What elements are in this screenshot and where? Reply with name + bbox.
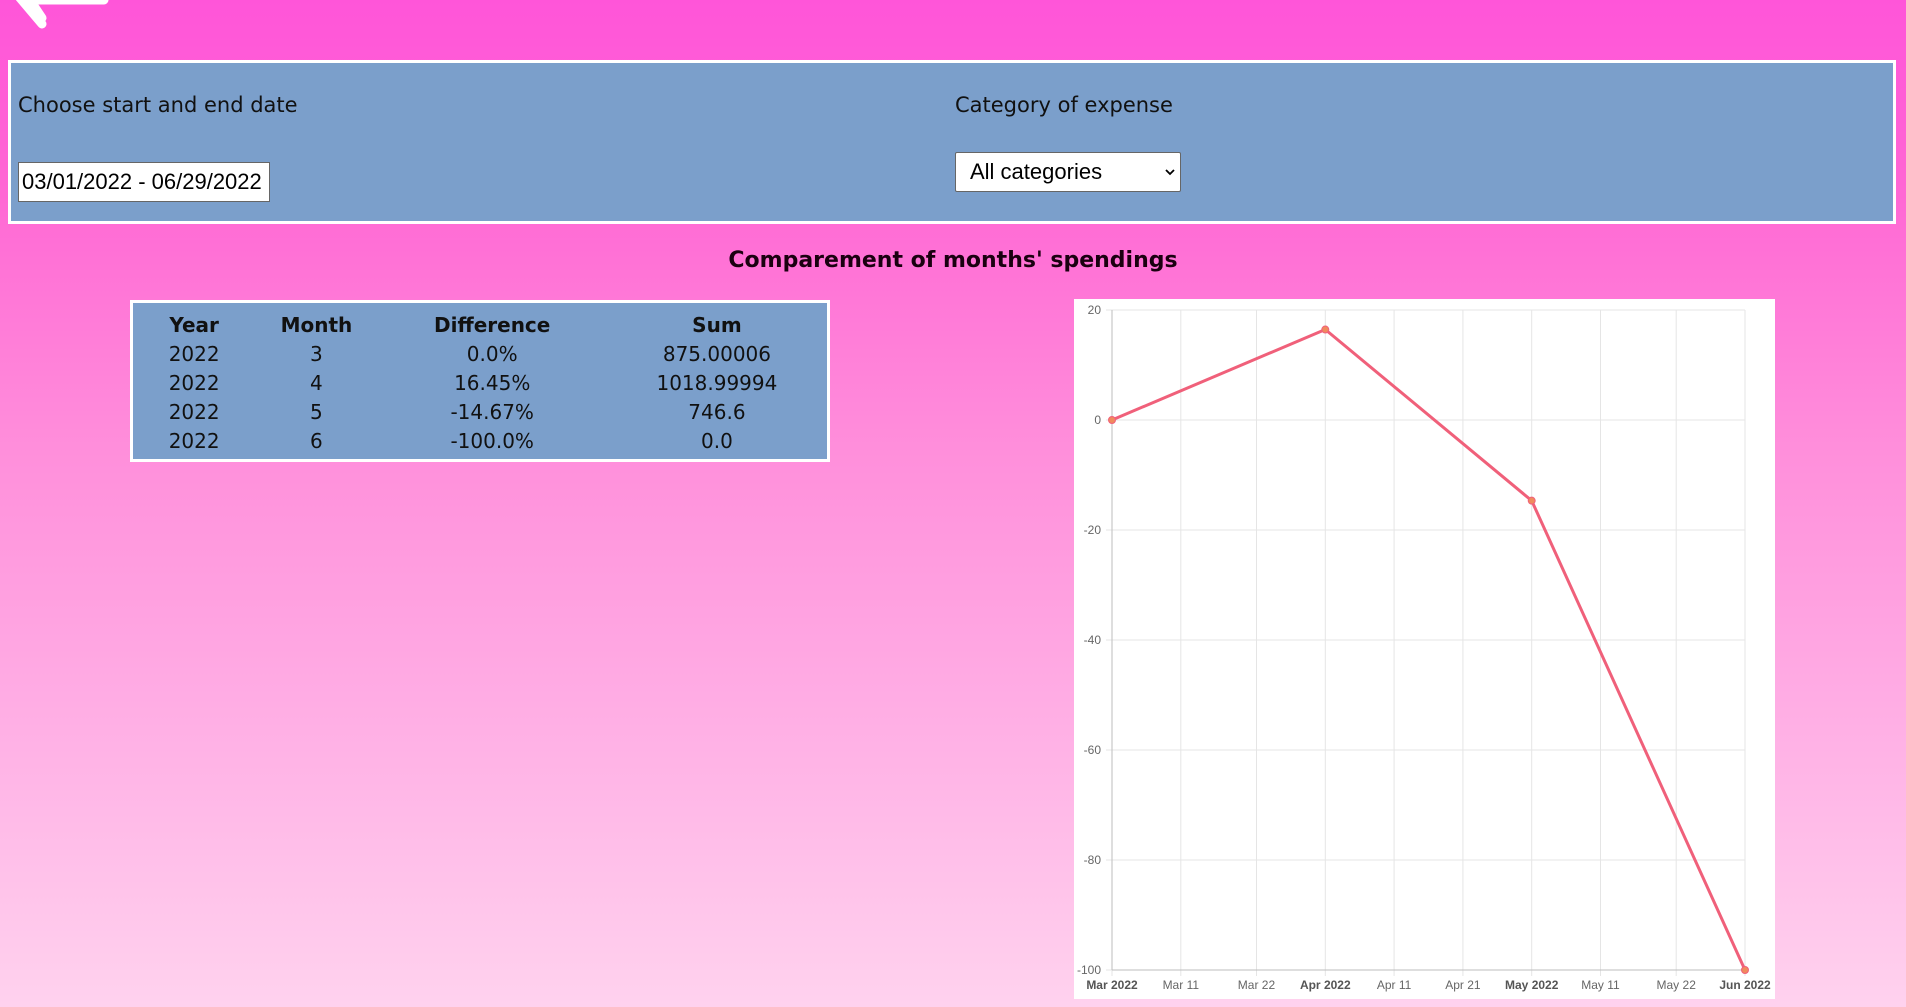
- back-arrow-icon[interactable]: [0, 0, 110, 32]
- category-select[interactable]: All categories: [955, 152, 1181, 192]
- data-point: [1108, 416, 1116, 424]
- col-header-year: Year: [169, 312, 219, 337]
- y-tick-label: -60: [1084, 743, 1102, 757]
- cell-month: 3: [310, 341, 323, 366]
- table-row: 2022 4 16.45% 1018.99994: [133, 368, 827, 397]
- x-tick-label: May 2022: [1505, 978, 1559, 992]
- cell-difference: 16.45%: [454, 370, 531, 395]
- x-tick-label: Jun 2022: [1719, 978, 1771, 992]
- cell-sum: 875.00006: [662, 341, 771, 366]
- date-range-label: Choose start and end date: [18, 93, 298, 117]
- cell-year: 2022: [168, 399, 220, 424]
- cell-year: 2022: [168, 428, 220, 453]
- data-point: [1741, 966, 1749, 974]
- y-tick-label: -100: [1077, 963, 1101, 977]
- category-selected-value: All categories: [970, 159, 1103, 184]
- cell-difference: -100.0%: [450, 428, 534, 453]
- table-row: 2022 3 0.0% 875.00006: [133, 339, 827, 368]
- cell-month: 5: [310, 399, 323, 424]
- series-line: [1111, 328, 1747, 971]
- col-header-month: Month: [280, 312, 353, 337]
- cell-year: 2022: [168, 341, 220, 366]
- col-header-sum: Sum: [692, 312, 742, 337]
- chevron-down-icon: [1165, 169, 1175, 176]
- data-point: [1321, 325, 1330, 334]
- y-tick-label: -80: [1084, 853, 1102, 867]
- table-row: 2022 6 -100.0% 0.0: [133, 426, 827, 455]
- table-row: 2022 5 -14.67% 746.6: [133, 397, 827, 426]
- y-tick-label: 0: [1094, 413, 1101, 427]
- data-point: [1527, 496, 1536, 505]
- cell-month: 6: [310, 428, 323, 453]
- x-tick-label: May 22: [1657, 978, 1697, 992]
- cell-difference: -14.67%: [450, 399, 534, 424]
- difference-line-chart: 20 0 -20 -40 -60 -80 -100 Mar 2022 Mar 11 Mar 22 A…: [1074, 299, 1775, 999]
- spendings-table: Year Month Difference Sum 2022 3 0.0% 87…: [130, 300, 830, 462]
- cell-sum: 1018.99994: [656, 370, 778, 395]
- cell-difference: 0.0%: [466, 341, 518, 366]
- y-tick-label: 20: [1088, 303, 1102, 317]
- x-tick-label: Mar 2022: [1086, 978, 1138, 992]
- date-range-input[interactable]: [18, 162, 270, 202]
- cell-year: 2022: [168, 370, 220, 395]
- table-header-row: Year Month Difference Sum: [133, 310, 827, 339]
- category-label: Category of expense: [955, 93, 1173, 117]
- filter-panel: Choose start and end date Category of ex…: [8, 60, 1896, 224]
- col-header-difference: Difference: [434, 312, 551, 337]
- x-tick-label: Mar 22: [1238, 978, 1276, 992]
- cell-month: 4: [310, 370, 323, 395]
- y-tick-label: -40: [1084, 633, 1102, 647]
- y-tick-label: -20: [1084, 523, 1102, 537]
- cell-sum: 0.0: [701, 428, 733, 453]
- x-tick-label: Apr 11: [1377, 978, 1412, 992]
- x-tick-label: Mar 11: [1163, 978, 1200, 992]
- cell-sum: 746.6: [688, 399, 746, 424]
- x-tick-label: Apr 21: [1445, 978, 1481, 992]
- section-title: Comparement of months' spendings: [728, 248, 1178, 273]
- x-tick-label: May 11: [1581, 978, 1620, 992]
- x-tick-label: Apr 2022: [1300, 978, 1351, 992]
